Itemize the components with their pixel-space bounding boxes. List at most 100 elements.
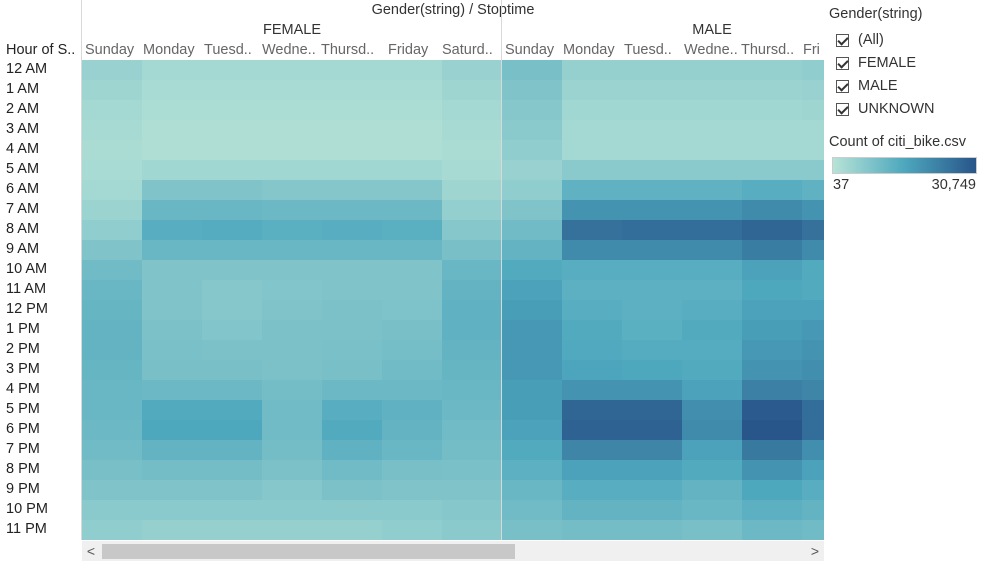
heatmap-cell[interactable] bbox=[802, 160, 824, 180]
heatmap-cell[interactable] bbox=[202, 120, 262, 140]
heatmap-cell[interactable] bbox=[562, 160, 622, 180]
heatmap-cell[interactable] bbox=[262, 80, 322, 100]
heatmap-cell[interactable] bbox=[622, 400, 682, 420]
heatmap-cell[interactable] bbox=[802, 180, 824, 200]
heatmap-cell[interactable] bbox=[142, 260, 202, 280]
heatmap-cell[interactable] bbox=[562, 200, 622, 220]
heatmap-cell[interactable] bbox=[382, 180, 442, 200]
heatmap-cell[interactable] bbox=[262, 420, 322, 440]
heatmap-cell[interactable] bbox=[442, 220, 502, 240]
heatmap-cell[interactable] bbox=[502, 120, 562, 140]
heatmap-cell[interactable] bbox=[802, 260, 824, 280]
heatmap-cell[interactable] bbox=[142, 200, 202, 220]
heatmap-cell[interactable] bbox=[202, 480, 262, 500]
heatmap-cell[interactable] bbox=[562, 420, 622, 440]
heatmap-cell[interactable] bbox=[742, 380, 802, 400]
heatmap-cell[interactable] bbox=[142, 220, 202, 240]
heatmap-cell[interactable] bbox=[142, 360, 202, 380]
heatmap-cell[interactable] bbox=[142, 320, 202, 340]
heatmap-cell[interactable] bbox=[442, 260, 502, 280]
heatmap-cell[interactable] bbox=[322, 220, 382, 240]
heatmap-cell[interactable] bbox=[322, 400, 382, 420]
filter-item-all[interactable]: (All) bbox=[836, 30, 884, 50]
heatmap-cell[interactable] bbox=[622, 440, 682, 460]
heatmap-cell[interactable] bbox=[382, 100, 442, 120]
heatmap-cell[interactable] bbox=[742, 520, 802, 540]
heatmap-cell[interactable] bbox=[502, 340, 562, 360]
heatmap-cell[interactable] bbox=[682, 520, 742, 540]
heatmap-cell[interactable] bbox=[202, 500, 262, 520]
heatmap-cell[interactable] bbox=[382, 520, 442, 540]
heatmap-cell[interactable] bbox=[82, 400, 142, 420]
heatmap-cell[interactable] bbox=[142, 120, 202, 140]
heatmap-cell[interactable] bbox=[682, 220, 742, 240]
heatmap-cell[interactable] bbox=[442, 60, 502, 80]
heatmap-cell[interactable] bbox=[562, 240, 622, 260]
heatmap-cell[interactable] bbox=[622, 180, 682, 200]
heatmap-cell[interactable] bbox=[142, 180, 202, 200]
heatmap-cell[interactable] bbox=[562, 520, 622, 540]
heatmap-cell[interactable] bbox=[802, 220, 824, 240]
heatmap-cell[interactable] bbox=[682, 320, 742, 340]
heatmap-cell[interactable] bbox=[802, 200, 824, 220]
heatmap-cell[interactable] bbox=[562, 340, 622, 360]
heatmap-cell[interactable] bbox=[322, 200, 382, 220]
heatmap-cell[interactable] bbox=[502, 200, 562, 220]
heatmap-cell[interactable] bbox=[262, 320, 322, 340]
heatmap-cell[interactable] bbox=[382, 440, 442, 460]
heatmap-cell[interactable] bbox=[442, 180, 502, 200]
heatmap-cell[interactable] bbox=[262, 100, 322, 120]
heatmap-cell[interactable] bbox=[142, 100, 202, 120]
heatmap-cell[interactable] bbox=[502, 360, 562, 380]
heatmap-cell[interactable] bbox=[142, 380, 202, 400]
heatmap-cell[interactable] bbox=[562, 320, 622, 340]
heatmap-cell[interactable] bbox=[322, 320, 382, 340]
heatmap-cell[interactable] bbox=[682, 300, 742, 320]
heatmap-cell[interactable] bbox=[202, 300, 262, 320]
checkbox-icon[interactable] bbox=[836, 56, 849, 70]
heatmap-cell[interactable] bbox=[802, 100, 824, 120]
heatmap-cell[interactable] bbox=[82, 460, 142, 480]
heatmap-cell[interactable] bbox=[502, 80, 562, 100]
heatmap-cell[interactable] bbox=[502, 100, 562, 120]
heatmap-cell[interactable] bbox=[82, 180, 142, 200]
heatmap-cell[interactable] bbox=[802, 280, 824, 300]
heatmap-cell[interactable] bbox=[382, 140, 442, 160]
heatmap-cell[interactable] bbox=[682, 240, 742, 260]
heatmap-cell[interactable] bbox=[802, 80, 824, 100]
heatmap-cell[interactable] bbox=[382, 120, 442, 140]
heatmap-cell[interactable] bbox=[742, 500, 802, 520]
heatmap-cell[interactable] bbox=[442, 280, 502, 300]
heatmap-cell[interactable] bbox=[262, 60, 322, 80]
heatmap-cell[interactable] bbox=[82, 160, 142, 180]
heatmap-cell[interactable] bbox=[682, 180, 742, 200]
heatmap-cell[interactable] bbox=[82, 240, 142, 260]
heatmap-cell[interactable] bbox=[142, 340, 202, 360]
heatmap-cell[interactable] bbox=[442, 340, 502, 360]
heatmap-cell[interactable] bbox=[502, 260, 562, 280]
heatmap-cell[interactable] bbox=[622, 520, 682, 540]
heatmap-cell[interactable] bbox=[502, 460, 562, 480]
heatmap-cell[interactable] bbox=[202, 160, 262, 180]
heatmap-cell[interactable] bbox=[622, 120, 682, 140]
heatmap-cell[interactable] bbox=[442, 520, 502, 540]
heatmap-cell[interactable] bbox=[382, 60, 442, 80]
heatmap-cell[interactable] bbox=[442, 440, 502, 460]
heatmap-cell[interactable] bbox=[322, 460, 382, 480]
heatmap-cell[interactable] bbox=[82, 340, 142, 360]
heatmap-cell[interactable] bbox=[502, 300, 562, 320]
heatmap-cell[interactable] bbox=[382, 460, 442, 480]
heatmap-cell[interactable] bbox=[682, 360, 742, 380]
heatmap-cell[interactable] bbox=[622, 160, 682, 180]
heatmap-cell[interactable] bbox=[142, 60, 202, 80]
heatmap-cell[interactable] bbox=[562, 480, 622, 500]
heatmap-cell[interactable] bbox=[442, 360, 502, 380]
heatmap-cell[interactable] bbox=[742, 400, 802, 420]
heatmap-cell[interactable] bbox=[142, 420, 202, 440]
filter-item-female[interactable]: FEMALE bbox=[836, 53, 916, 73]
heatmap-cell[interactable] bbox=[202, 60, 262, 80]
heatmap-cell[interactable] bbox=[682, 420, 742, 440]
heatmap-cell[interactable] bbox=[502, 60, 562, 80]
heatmap-cell[interactable] bbox=[382, 280, 442, 300]
checkbox-icon[interactable] bbox=[836, 33, 849, 47]
